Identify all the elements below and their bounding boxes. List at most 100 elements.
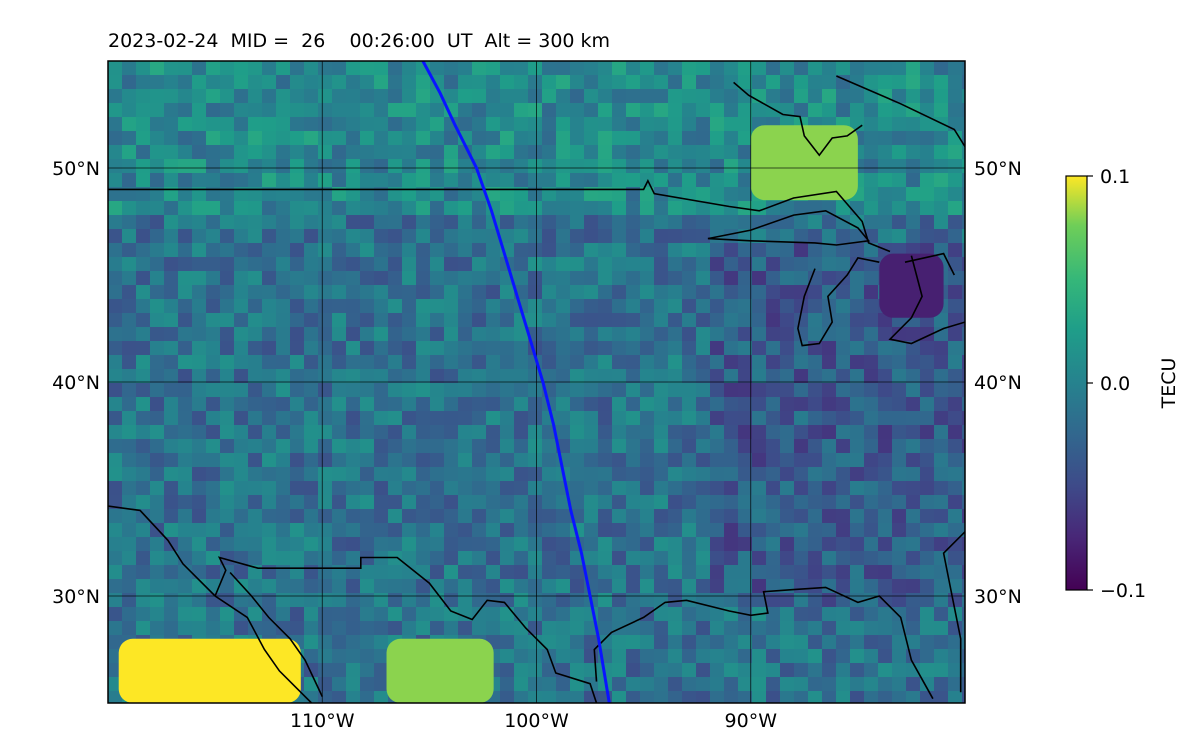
heat-cell <box>920 117 935 132</box>
heat-cell <box>696 635 711 650</box>
heat-cell <box>738 425 753 440</box>
heat-cell <box>962 271 965 286</box>
heat-cell <box>290 229 305 244</box>
heat-cell <box>472 439 487 454</box>
heat-cell <box>934 649 949 664</box>
heat-cell <box>724 593 739 608</box>
heat-cell <box>402 173 417 188</box>
heat-cell <box>430 621 445 636</box>
heat-cell <box>164 495 179 510</box>
heat-cell <box>374 411 389 426</box>
heat-cell <box>262 243 277 258</box>
heat-cell <box>570 439 585 454</box>
heat-cell <box>472 509 487 524</box>
heat-cell <box>780 425 795 440</box>
heat-cell <box>556 75 571 90</box>
heat-cell <box>388 593 403 608</box>
plot-frame <box>107 60 966 704</box>
heat-cell <box>612 117 627 132</box>
heat-cell <box>514 271 529 286</box>
heat-cell <box>234 523 249 538</box>
heat-cell <box>150 145 165 160</box>
heat-cell <box>822 243 837 258</box>
heat-cell <box>178 369 193 384</box>
heat-cell <box>710 495 725 510</box>
heat-cell <box>164 397 179 412</box>
heat-cell <box>836 425 851 440</box>
heat-cell <box>864 369 879 384</box>
heat-cell <box>724 481 739 496</box>
heat-cell <box>654 89 669 104</box>
heat-cell <box>654 215 669 230</box>
heat-cell <box>752 61 767 76</box>
heat-cell <box>430 397 445 412</box>
highlight-region <box>750 125 858 201</box>
heat-cell <box>808 509 823 524</box>
heat-cell <box>556 635 571 650</box>
heat-cell <box>318 593 333 608</box>
heat-cell <box>304 495 319 510</box>
heat-cell <box>948 327 963 342</box>
heat-cell <box>248 173 263 188</box>
heat-cell <box>962 145 965 160</box>
heat-cell <box>234 495 249 510</box>
heat-cell <box>822 61 837 76</box>
heat-cell <box>766 369 781 384</box>
heat-cell <box>486 607 501 622</box>
heat-cell <box>598 145 613 160</box>
heat-cell <box>724 229 739 244</box>
heat-cell <box>906 635 921 650</box>
heat-cell <box>220 131 235 146</box>
heat-cell <box>654 313 669 328</box>
heat-cell <box>486 313 501 328</box>
heat-cell <box>332 117 347 132</box>
heat-cell <box>556 383 571 398</box>
heat-cell <box>612 285 627 300</box>
heat-cell <box>192 257 207 272</box>
heat-cell <box>892 439 907 454</box>
heat-cell <box>934 565 949 580</box>
heat-cell <box>556 131 571 146</box>
heat-cell <box>752 621 767 636</box>
heat-cell <box>192 509 207 524</box>
heat-cell <box>640 327 655 342</box>
heat-cell <box>458 243 473 258</box>
heat-cell <box>864 579 879 594</box>
heat-cell <box>696 551 711 566</box>
heat-cell <box>486 89 501 104</box>
heat-cell <box>598 453 613 468</box>
heat-cell <box>248 467 263 482</box>
heat-cell <box>570 579 585 594</box>
heat-cell <box>612 187 627 202</box>
heat-cell <box>192 439 207 454</box>
heat-cell <box>822 327 837 342</box>
heat-cell <box>332 467 347 482</box>
heat-cell <box>766 285 781 300</box>
heat-cell <box>948 187 963 202</box>
heat-cell <box>276 509 291 524</box>
heat-cell <box>626 523 641 538</box>
heat-cell <box>668 439 683 454</box>
heat-cell <box>388 425 403 440</box>
heat-cell <box>500 677 515 692</box>
heat-cell <box>836 369 851 384</box>
heat-cell <box>934 117 949 132</box>
heat-cell <box>206 481 221 496</box>
heat-cell <box>486 341 501 356</box>
heat-cell <box>962 341 965 356</box>
heat-cell <box>682 607 697 622</box>
heat-cell <box>514 383 529 398</box>
heat-cell <box>500 551 515 566</box>
heat-cell <box>346 271 361 286</box>
heat-cell <box>696 229 711 244</box>
heat-cell <box>346 425 361 440</box>
heat-cell <box>374 131 389 146</box>
heat-cell <box>906 411 921 426</box>
heat-cell <box>822 551 837 566</box>
heat-cell <box>346 495 361 510</box>
heat-cell <box>556 327 571 342</box>
heat-cell <box>150 257 165 272</box>
heat-cell <box>738 635 753 650</box>
heat-cell <box>108 551 123 566</box>
heat-cell <box>836 61 851 76</box>
